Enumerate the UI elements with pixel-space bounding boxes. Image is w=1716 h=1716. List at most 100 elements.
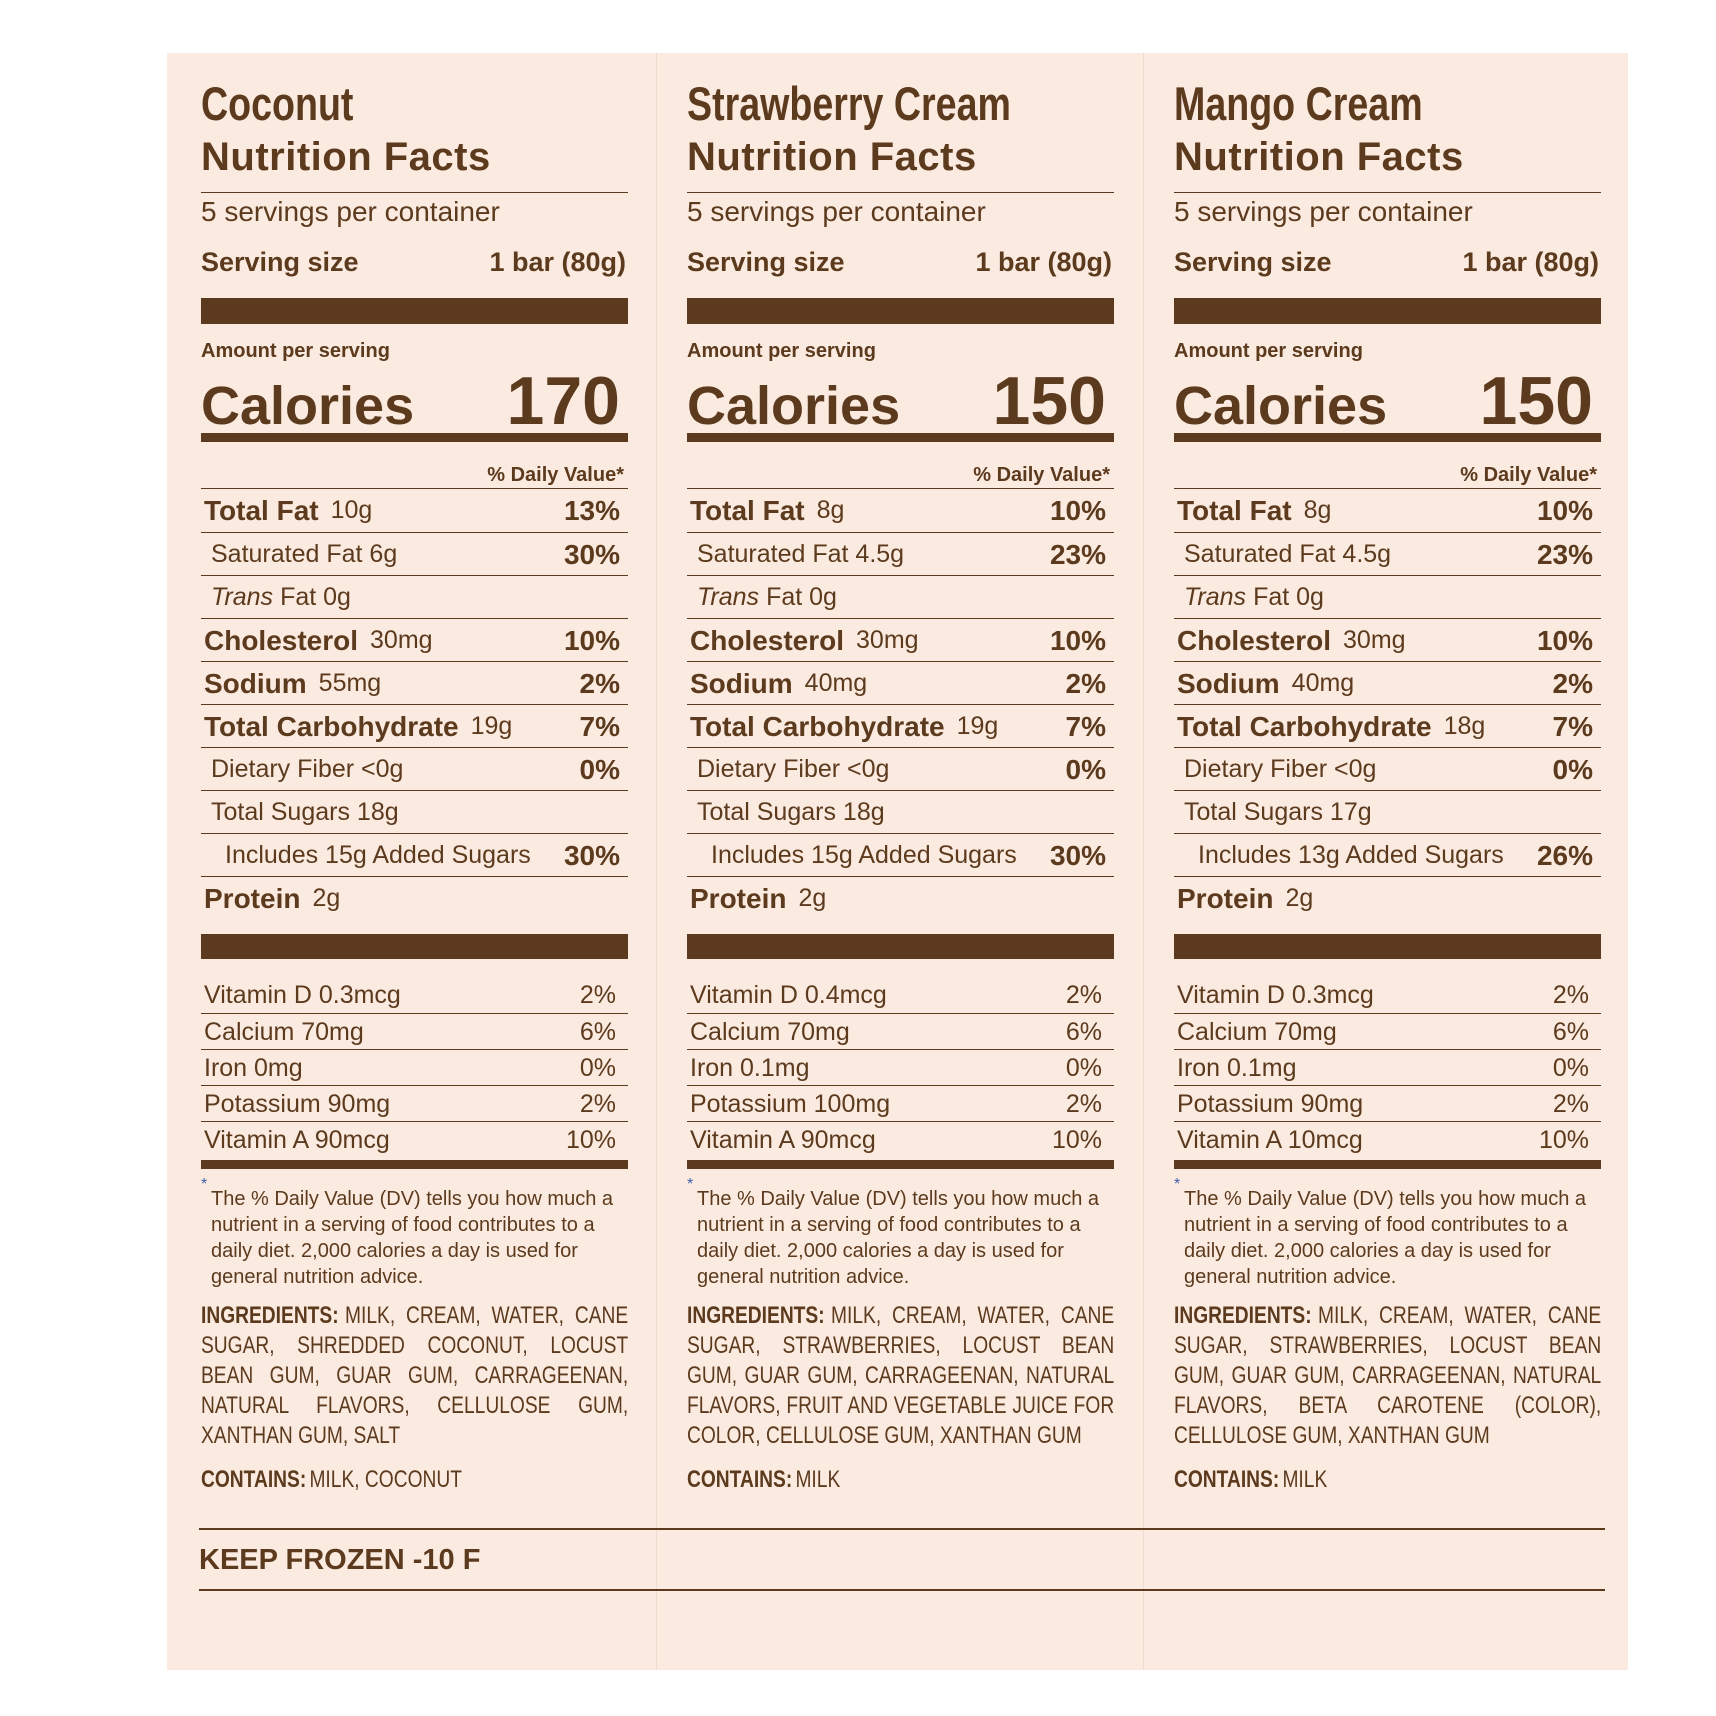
dv-header: % Daily Value*	[201, 462, 628, 489]
medium-bar	[201, 433, 628, 442]
vitamin-dv: 0%	[1065, 1054, 1102, 1082]
vitamin-dv: 2%	[1065, 1090, 1102, 1118]
nutrient-dv: 7%	[1065, 711, 1106, 742]
nutrient-name: Total Carbohydrate	[204, 711, 459, 742]
nutrient-amount: 55mg	[318, 669, 382, 697]
serving-size-value: 1 bar (80g)	[975, 247, 1112, 277]
nutrient-row: Total Carbohydrate 18g 7%	[1174, 704, 1601, 747]
facts-title: Nutrition Facts	[201, 133, 628, 193]
calories: Calories 170	[201, 362, 628, 439]
rule	[199, 1589, 1605, 1591]
nutrient-name: Total Fat	[1177, 495, 1292, 526]
facts-title: Nutrition Facts	[1174, 133, 1601, 193]
separator	[1143, 53, 1144, 1670]
medium-bar	[1174, 433, 1601, 442]
nutrient-label: Fat 0g	[1253, 583, 1324, 611]
serving-size-label: Serving size	[201, 247, 359, 277]
nutrient-dv: 10%	[563, 625, 620, 656]
facts-title: Nutrition Facts	[687, 133, 1114, 193]
nutrient-name: Sodium	[690, 668, 793, 699]
contains-label: CONTAINS:	[687, 1466, 793, 1493]
nutrient-amount: 30mg	[856, 626, 919, 654]
nutrient-label: Saturated Fat 4.5g	[1184, 540, 1392, 568]
vitamin-row: Calcium 70mg 6%	[687, 1013, 1114, 1049]
ingredients: INGREDIENTS: MILK, CREAM, WATER, CANE SUG…	[1174, 1301, 1601, 1451]
nutrient-dv: 7%	[1552, 711, 1593, 742]
nutrient-dv: 10%	[1536, 495, 1593, 526]
footnote-text: The % Daily Value (DV) tells you how muc…	[1184, 1188, 1587, 1288]
contains: CONTAINS: MILK	[1174, 1465, 1601, 1495]
nutrient-sub-row: Dietary Fiber <0g 0%	[1174, 747, 1601, 790]
serving-size: Serving size 1 bar (80g)	[1174, 244, 1601, 280]
nutrient-table: Total Fat 10g 13% Saturated Fat 6g 30% Trans F…	[201, 489, 628, 919]
nutrient-row: Sodium 40mg 2%	[1174, 661, 1601, 704]
nutrient-sub-row: Trans Fat 0g	[687, 575, 1114, 618]
nutrient-italic: Trans	[1184, 583, 1247, 611]
vitamin-label: Vitamin D 0.3mcg	[1177, 981, 1374, 1009]
nutrient-sub-row: Saturated Fat 4.5g 23%	[687, 532, 1114, 575]
contains: CONTAINS: MILK, COCONUT	[201, 1465, 628, 1495]
nutrient-name: Protein	[1177, 883, 1274, 914]
serving-size-label: Serving size	[1174, 247, 1332, 277]
servings: 5 servings per container	[1174, 196, 1473, 227]
vitamin-row: Potassium 90mg 2%	[1174, 1085, 1601, 1121]
footnote: * The % Daily Value (DV) tells you how mu…	[1174, 1176, 1601, 1290]
nutrient-row: Sodium 55mg 2%	[201, 661, 628, 704]
vitamin-label: Iron 0.1mg	[1177, 1054, 1297, 1082]
nutrient-amount: 8g	[1303, 496, 1332, 524]
flavor-title: Coconut	[201, 77, 354, 130]
ingredients-text: MILK, CREAM, WATER, CANE SUGAR, SHREDDED…	[201, 1302, 629, 1449]
vitamin-dv: 2%	[579, 981, 616, 1009]
footnote-mark: *	[687, 1176, 694, 1193]
vitamin-table: Vitamin D 0.3mcg 2% Calcium 70mg 6% Iron 0mg…	[201, 977, 628, 1157]
nutrient-name: Cholesterol	[1177, 625, 1332, 656]
nutrient-name: Sodium	[1177, 668, 1280, 699]
nutrient-dv: 23%	[1049, 539, 1106, 570]
nutrient-label: Total Sugars 18g	[211, 798, 399, 826]
footnote-mark: *	[201, 1176, 208, 1193]
nutrient-label: Dietary Fiber <0g	[211, 755, 404, 783]
nutrient-label: Total Sugars 18g	[697, 798, 885, 826]
nutrient-row: Protein 2g	[687, 876, 1114, 919]
calories-label: Calories	[1174, 376, 1388, 436]
vitamin-dv: 2%	[1552, 981, 1589, 1009]
medium-bar	[687, 1160, 1114, 1169]
vitamin-row: Vitamin A 90mcg 10%	[687, 1121, 1114, 1157]
nutrient-name: Protein	[204, 883, 301, 914]
nutrient-label: Saturated Fat 4.5g	[697, 540, 905, 568]
contains-label: CONTAINS:	[1174, 1466, 1280, 1493]
nutrient-row: Cholesterol 30mg 10%	[1174, 618, 1601, 661]
nutrient-dv: 0%	[1065, 754, 1106, 785]
ingredients-text: MILK, CREAM, WATER, CANE SUGAR, STRAWBER…	[687, 1302, 1115, 1449]
nutrient-name: Total Carbohydrate	[690, 711, 945, 742]
serving-size: Serving size 1 bar (80g)	[201, 244, 628, 280]
nutrient-amount: 30mg	[1343, 626, 1406, 654]
nutrient-name: Sodium	[204, 668, 307, 699]
nutrient-dv: 10%	[1049, 625, 1106, 656]
footnote-text: The % Daily Value (DV) tells you how muc…	[211, 1188, 614, 1288]
vitamin-dv: 6%	[1552, 1018, 1589, 1046]
nutrient-name: Total Carbohydrate	[1177, 711, 1432, 742]
separator	[656, 53, 657, 1670]
ingredients: INGREDIENTS: MILK, CREAM, WATER, CANE SUG…	[201, 1301, 628, 1451]
vitamin-dv: 10%	[565, 1126, 616, 1154]
nutrient-amount: 30mg	[370, 626, 433, 654]
vitamin-label: Potassium 90mg	[1177, 1090, 1364, 1118]
nutrient-label: Fat 0g	[280, 583, 351, 611]
nutrient-name: Total Fat	[690, 495, 805, 526]
medium-bar	[1174, 1160, 1601, 1169]
nutrient-amount: 10g	[330, 496, 373, 524]
amount-label: Amount per serving	[201, 340, 390, 362]
vitamin-row: Vitamin A 10mcg 10%	[1174, 1121, 1601, 1157]
nutrient-amount: 40mg	[804, 669, 868, 697]
nutrient-dv: 10%	[1049, 495, 1106, 526]
dv-header: % Daily Value*	[1174, 462, 1601, 489]
nutrition-label: Coconut Nutrition Facts 5 servings per con…	[201, 75, 628, 1495]
contains-text: MILK	[795, 1466, 841, 1493]
vitamin-label: Potassium 90mg	[204, 1090, 391, 1118]
nutrient-label: Dietary Fiber <0g	[1184, 755, 1377, 783]
nutrient-table: Total Fat 8g 10% Saturated Fat 4.5g 23% Trans…	[1174, 489, 1601, 919]
rule	[199, 1528, 1605, 1530]
servings: 5 servings per container	[687, 196, 986, 227]
ingredients-text: MILK, CREAM, WATER, CANE SUGAR, STRAWBER…	[1174, 1302, 1602, 1449]
